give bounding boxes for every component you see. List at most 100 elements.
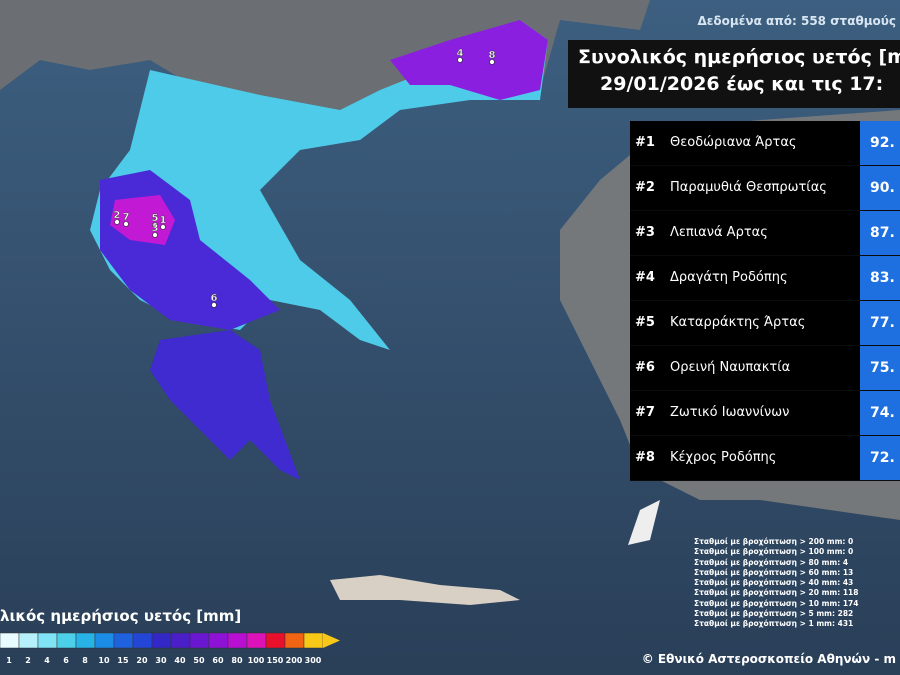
stat-line: Σταθμοί με βροχόπτωση > 200 mm: 0 (694, 537, 854, 546)
marker-dot (211, 302, 217, 308)
legend-swatch (246, 632, 267, 649)
legend-swatch (94, 632, 115, 649)
station-markers: 2 7 5 13 6 4 8 (113, 48, 496, 308)
marker-dot (152, 232, 158, 238)
legend-tick: 50 (193, 656, 205, 665)
legend-arrow (323, 633, 340, 648)
rain-north-east (390, 20, 548, 100)
legend-tick: 100 (248, 656, 265, 665)
legend-tick: 80 (231, 656, 243, 665)
stat-line: Σταθμοί με βροχόπτωση > 5 mm: 282 (694, 609, 854, 619)
legend-swatch (303, 632, 324, 649)
ranking-row: #5 Καταρράκτης Άρτας 77. (630, 301, 900, 346)
source-note: Δεδομένα από: 558 σταθμούς (697, 14, 896, 28)
marker-dot (457, 57, 463, 63)
marker-label: 7 (123, 212, 130, 223)
rank: #2 (630, 166, 660, 210)
legend-tick: 4 (44, 656, 50, 665)
marker-dot (123, 221, 129, 227)
rain-value: 77. (860, 301, 900, 345)
station-name: Ζωτικό Ιωαννίνων (660, 391, 860, 435)
station-name: Ορεινή Ναυπακτία (660, 346, 860, 390)
legend-swatch (189, 632, 210, 649)
legend-tick: 6 (63, 656, 69, 665)
stat-line: Σταθμοί με βροχόπτωση > 10 mm: 174 (694, 598, 859, 608)
station-name: Δραγάτη Ροδόπης (660, 256, 860, 300)
legend-tick: 10 (98, 656, 110, 665)
legend: 1 2 4 6 8 10 15 20 30 40 50 60 80 100 150 200 300 (0, 632, 340, 665)
marker-dot (152, 222, 158, 228)
marker-label: 8 (489, 50, 496, 61)
rain-value: 83. (860, 256, 900, 300)
legend-tick: 15 (117, 656, 129, 665)
legend-swatch (56, 632, 77, 649)
rank: #3 (630, 211, 660, 255)
marker-dot (489, 59, 495, 65)
stat-line: Σταθμοί με βροχόπτωση > 60 mm: 13 (694, 567, 854, 577)
legend-swatch (37, 632, 58, 649)
rank: #6 (630, 346, 660, 390)
marker-dot (114, 219, 120, 225)
title: Συνολικός ημερήσιος υετός [m (578, 46, 900, 68)
legend-tick: 150 (267, 656, 284, 665)
rank: #1 (630, 121, 660, 165)
stat-line: Σταθμοί με βροχόπτωση > 20 mm: 118 (694, 588, 859, 598)
legend-swatch (227, 632, 248, 649)
legend-title: λικός ημερήσιος υετός [mm] (0, 607, 242, 625)
legend-tick: 1 (6, 656, 12, 665)
station-name: Κέχρος Ροδόπης (660, 436, 860, 480)
ranking-row: #2 Παραμυθιά Θεσπρωτίας 90. (630, 166, 900, 211)
legend-tick: 300 (305, 656, 322, 665)
rhodes (628, 500, 660, 545)
rain-max (110, 195, 175, 245)
ranking-row: #7 Ζωτικό Ιωαννίνων 74. (630, 391, 900, 436)
legend-tick: 2 (25, 656, 31, 665)
stat-line: Σταθμοί με βροχόπτωση > 1 mm: 431 (694, 619, 854, 629)
ranking-row: #3 Λεπιανά Αρτας 87. (630, 211, 900, 256)
rain-value: 72. (860, 436, 900, 480)
title-box (568, 40, 900, 108)
stat-line: Σταθμοί με βροχόπτωση > 80 mm: 4 (694, 557, 849, 567)
rank: #7 (630, 391, 660, 435)
marker-label: 4 (457, 48, 464, 59)
marker-label: 1 (160, 215, 167, 226)
legend-swatch (151, 632, 172, 649)
legend-swatch (18, 632, 39, 649)
station-name: Θεοδώριανα Άρτας (660, 121, 860, 165)
marker-label: 5 (152, 213, 159, 224)
ranking-row: #8 Κέχρος Ροδόπης 72. (630, 436, 900, 481)
legend-tick: 200 (286, 656, 303, 665)
marker-label: 2 (114, 210, 121, 221)
stat-line: Σταθμοί με βροχόπτωση > 40 mm: 43 (694, 578, 854, 588)
copyright: © Εθνικό Αστεροσκοπείο Αθηνών - m (641, 652, 896, 666)
rain-value: 74. (860, 391, 900, 435)
legend-tick: 40 (174, 656, 186, 665)
legend-tick: 8 (82, 656, 88, 665)
legend-swatch (0, 632, 20, 649)
ranking-row: #4 Δραγάτη Ροδόπης 83. (630, 256, 900, 301)
station-stats: Σταθμοί με βροχόπτωση > 200 mm: 0 Σταθμοί… (694, 537, 858, 630)
rain-value: 92. (860, 121, 900, 165)
legend-swatch (170, 632, 191, 649)
ranking-table: #1 Θεοδώριανα Άρτας 92. #2 Παραμυθιά Θεσπρωτ… (630, 121, 900, 481)
station-name: Λεπιανά Αρτας (660, 211, 860, 255)
legend-swatch (208, 632, 229, 649)
rank: #4 (630, 256, 660, 300)
legend-swatch (265, 632, 286, 649)
station-name: Καταρράκτης Άρτας (660, 301, 860, 345)
stat-line: Σταθμοί με βροχόπτωση > 100 mm: 0 (694, 547, 854, 557)
ranking-row: #6 Ορεινή Ναυπακτία 75. (630, 346, 900, 391)
rain-value: 75. (860, 346, 900, 390)
marker-label: 6 (211, 293, 218, 304)
rain-value: 90. (860, 166, 900, 210)
ranking-row: #1 Θεοδώριανα Άρτας 92. (630, 121, 900, 166)
marker-dot (160, 224, 166, 230)
legend-swatch (113, 632, 134, 649)
legend-tick: 30 (155, 656, 167, 665)
rank: #5 (630, 301, 660, 345)
rain-value: 87. (860, 211, 900, 255)
crete (330, 575, 520, 605)
legend-tick: 20 (136, 656, 148, 665)
station-name: Παραμυθιά Θεσπρωτίας (660, 166, 860, 210)
